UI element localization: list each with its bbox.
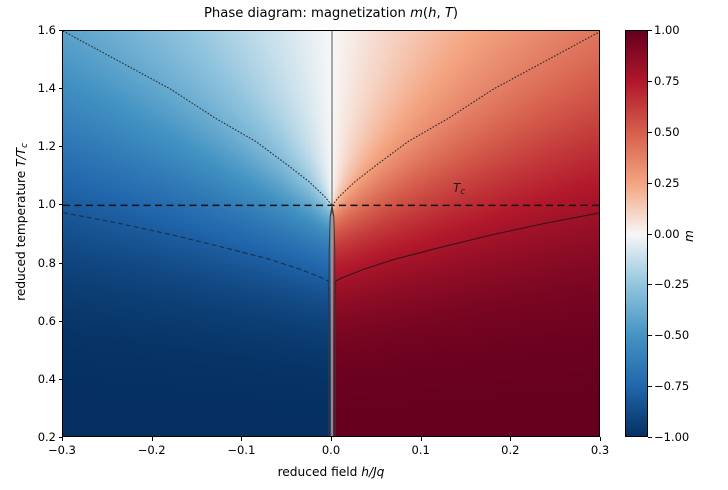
y-tick-mark: [58, 378, 62, 380]
y-tick-mark: [58, 146, 62, 148]
title-comma: ,: [436, 6, 445, 21]
contour-m-neg-0.9: [63, 212, 330, 436]
y-tick-mark: [58, 320, 62, 322]
contour-overlay: [63, 31, 599, 436]
colorbar-label-m: m: [682, 230, 696, 242]
y-tick-label: 1.2: [37, 139, 56, 154]
x-tick-mark: [331, 437, 332, 441]
ylabel-math-subscript: c: [20, 143, 31, 148]
colorbar-label: m: [682, 186, 696, 286]
colorbar-tick-mark: [648, 437, 652, 438]
colorbar-tick-mark: [648, 182, 652, 184]
magnetization-heatmap: [63, 31, 599, 436]
ylabel-math-T: T: [14, 159, 28, 167]
title-math-m: m: [410, 6, 423, 21]
colorbar-tick-label: −0.50: [654, 328, 690, 343]
colorbar-tick-mark: [648, 233, 652, 235]
x-tick-label: 0.3: [590, 443, 610, 457]
colorbar-tick-mark: [648, 131, 652, 133]
title-paren-close: ): [452, 6, 459, 21]
xlabel-math: h/Jq: [361, 465, 385, 479]
colorbar-tick-mark: [648, 284, 652, 286]
x-tick-label: 0.2: [501, 443, 520, 457]
colorbar-tick-label: −0.25: [654, 277, 690, 292]
colorbar-tick-mark: [648, 386, 652, 388]
x-tick-label: 0.1: [411, 443, 430, 457]
colorbar-tick-mark: [648, 30, 652, 31]
colorbar-tick-label: 0.00: [654, 226, 680, 241]
y-tick-label: 0.2: [37, 430, 56, 444]
y-tick-mark: [58, 437, 62, 438]
x-axis-label: reduced field h/Jq: [62, 465, 600, 479]
colorbar-tick-label: 0.75: [654, 73, 680, 88]
xlabel-prefix: reduced field: [277, 465, 362, 479]
page-title: Phase diagram: magnetization m(h, T): [62, 6, 600, 21]
ylabel-math-slash: /: [14, 155, 28, 160]
contour-m-pos-0.9: [334, 212, 599, 436]
ylabel-math-Tc: T: [14, 147, 28, 156]
colorbar[interactable]: [625, 30, 648, 437]
colorbar-tick-label: 0.50: [654, 124, 680, 139]
y-tick-label: 1.6: [37, 23, 56, 37]
ylabel-prefix: reduced temperature: [14, 166, 28, 301]
x-tick-mark: [600, 437, 601, 441]
y-tick-mark: [58, 88, 62, 90]
contour-m-neg-0.5: [63, 31, 333, 206]
x-tick-label: −0.2: [137, 443, 166, 457]
colorbar-gradient: [626, 31, 647, 436]
contour-binodal-left: [328, 205, 333, 436]
contour-binodal-right: [331, 205, 336, 436]
colorbar-tick-mark: [648, 335, 652, 337]
x-tick-mark: [241, 437, 243, 441]
colorbar-tick-label: 0.25: [654, 175, 680, 190]
y-tick-label: 1.4: [37, 81, 56, 96]
y-tick-label: 0.4: [37, 371, 56, 386]
x-tick-label: 0.0: [321, 443, 341, 457]
colorbar-tick-mark: [648, 80, 652, 82]
y-tick-label: 0.6: [37, 313, 56, 328]
x-tick-mark: [510, 437, 512, 441]
x-tick-mark: [151, 437, 153, 441]
y-axis-label: reduced temperature T/Tc: [14, 12, 30, 432]
colorbar-tick-label: −1.00: [654, 430, 690, 444]
y-tick-label: 1.0: [37, 197, 56, 212]
y-tick-mark: [58, 262, 62, 264]
title-prefix: Phase diagram: magnetization: [203, 6, 411, 21]
title-math-h: h: [428, 6, 437, 21]
colorbar-tick-label: −0.75: [654, 379, 690, 394]
x-tick-label: −0.1: [227, 443, 256, 457]
title-math-T: T: [444, 6, 453, 21]
x-tick-mark: [420, 437, 422, 441]
x-tick-mark: [62, 437, 63, 441]
main-plot-axes[interactable]: Tc: [62, 30, 600, 437]
x-tick-label: −0.3: [48, 443, 76, 457]
colorbar-tick-label: 1.00: [654, 23, 680, 37]
contour-m-pos-0.5: [331, 31, 599, 206]
title-paren-open: (: [422, 6, 429, 21]
y-tick-mark: [58, 30, 62, 31]
y-tick-mark: [58, 204, 62, 206]
y-tick-label: 0.8: [37, 255, 56, 270]
